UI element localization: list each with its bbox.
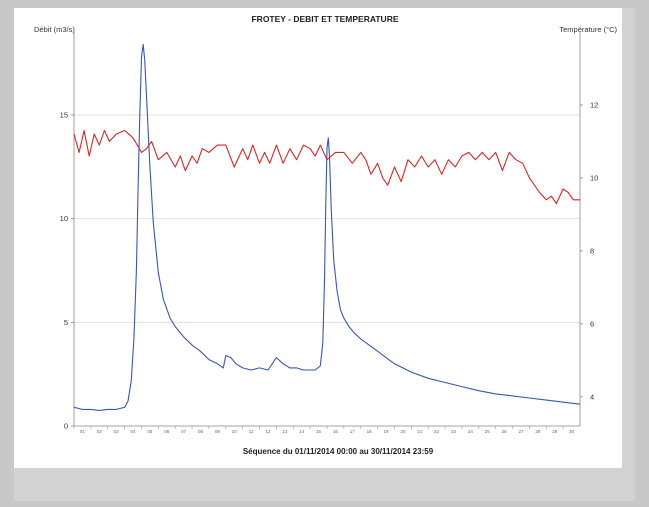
discharge-series-line bbox=[73, 43, 581, 411]
temperature-series-line bbox=[73, 129, 580, 205]
left-axis-ticks: 0 5 10 15 bbox=[60, 110, 74, 431]
x-tick-label: 25 bbox=[485, 429, 491, 434]
x-tick-label: 21 bbox=[417, 429, 423, 434]
right-tick-label: 12 bbox=[590, 100, 598, 109]
x-tick-label: 02 bbox=[97, 429, 103, 434]
x-tick-label: 13 bbox=[282, 429, 288, 434]
left-tick-label: 15 bbox=[60, 110, 68, 119]
left-axis-unit: Débit (m3/s) bbox=[34, 25, 75, 34]
x-tick-label: 30 bbox=[569, 429, 575, 434]
x-tick-label: 12 bbox=[265, 429, 271, 434]
x-tick-label: 08 bbox=[198, 429, 204, 434]
sequence-footer: Séquence du 01/11/2014 00:00 au 30/11/20… bbox=[243, 447, 434, 456]
x-tick-label: 22 bbox=[434, 429, 440, 434]
right-tick-label: 10 bbox=[590, 173, 598, 182]
right-axis-unit: Température (°C) bbox=[559, 25, 617, 34]
left-tick-label: 5 bbox=[64, 318, 68, 327]
chart-title: FROTEY - DEBIT ET TEMPERATURE bbox=[251, 14, 398, 24]
x-tick-label: 23 bbox=[451, 429, 457, 434]
x-tick-label: 17 bbox=[350, 429, 356, 434]
x-tick-label: 03 bbox=[114, 429, 120, 434]
x-tick-label: 06 bbox=[164, 429, 170, 434]
x-tick-label: 15 bbox=[316, 429, 322, 434]
chart-panel bbox=[14, 8, 622, 468]
left-tick-label: 0 bbox=[64, 422, 68, 431]
x-tick-label: 29 bbox=[552, 429, 558, 434]
x-tick-label: 01 bbox=[80, 429, 86, 434]
right-axis-ticks: 4 6 8 10 12 bbox=[580, 100, 598, 401]
series-layer bbox=[73, 43, 581, 411]
left-tick-label: 10 bbox=[60, 214, 68, 223]
x-tick-label: 24 bbox=[468, 429, 474, 434]
x-tick-label: 09 bbox=[215, 429, 221, 434]
x-tick-label: 28 bbox=[535, 429, 541, 434]
x-tick-label: 14 bbox=[299, 429, 305, 434]
right-tick-label: 8 bbox=[590, 246, 594, 255]
x-tick-label: 04 bbox=[131, 429, 137, 434]
right-tick-label: 6 bbox=[590, 319, 594, 328]
x-tick-label: 18 bbox=[367, 429, 373, 434]
axes bbox=[73, 32, 581, 427]
x-tick-label: 16 bbox=[333, 429, 339, 434]
x-tick-label: 05 bbox=[147, 429, 153, 434]
x-tick-label: 27 bbox=[518, 429, 524, 434]
gridlines bbox=[74, 114, 580, 323]
x-tick-label: 19 bbox=[384, 429, 390, 434]
x-tick-label: 26 bbox=[502, 429, 508, 434]
right-tick-label: 4 bbox=[590, 392, 594, 401]
x-tick-label: 10 bbox=[232, 429, 238, 434]
x-tick-label: 11 bbox=[249, 429, 254, 434]
x-tick-label: 07 bbox=[181, 429, 187, 434]
x-tick-label: 20 bbox=[400, 429, 406, 434]
x-axis-ticks: 01 02 03 04 05 06 07 08 09 10 11 12 13 14 15 16 17 18 19 20… bbox=[73, 426, 575, 434]
